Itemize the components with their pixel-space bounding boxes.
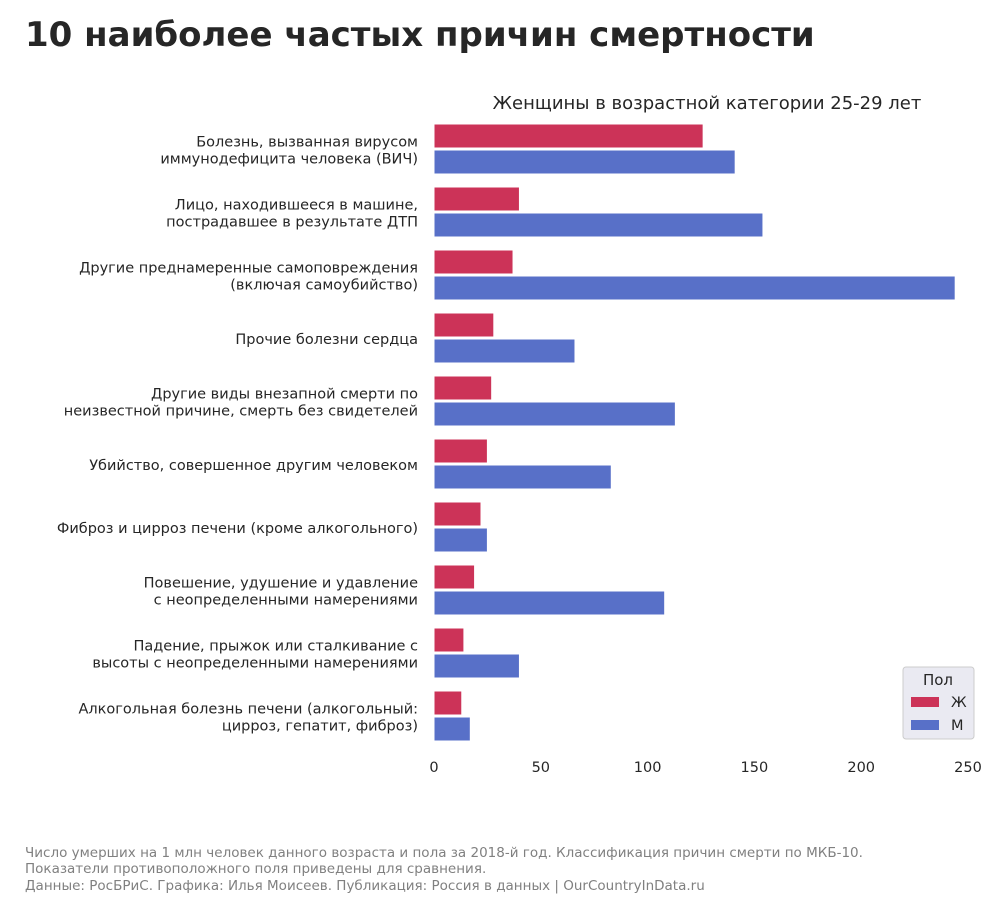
bar [433, 186, 520, 212]
y-tick-label: Болезнь, вызванная вирусом иммунодефицита… [160, 135, 418, 168]
x-tick-label: 100 [634, 760, 662, 776]
y-tick-label: Падение, прыжок или сталкивание с высоты … [92, 639, 418, 672]
bar [433, 653, 520, 679]
legend-label: М [951, 718, 964, 734]
bar [433, 375, 493, 401]
bar [433, 312, 495, 338]
legend-title: Пол [923, 671, 953, 689]
legend-swatch [911, 697, 939, 707]
bar [433, 590, 666, 616]
bar [433, 627, 465, 653]
bar [433, 564, 476, 590]
legend-label: Ж [951, 695, 967, 711]
bar [433, 716, 471, 742]
bar [433, 212, 764, 238]
x-tick-label: 200 [847, 760, 875, 776]
footer-line: Данные: РосБРиС. Графика: Илья Моисеев. … [25, 878, 705, 894]
bar [433, 501, 482, 527]
y-tick-label: Прочие болезни сердца [235, 332, 418, 348]
x-tick-label: 150 [741, 760, 769, 776]
x-tick-label: 0 [429, 760, 438, 776]
y-tick-label: Другие виды внезапной смерти по неизвестн… [64, 387, 418, 420]
bar [433, 438, 488, 464]
bar [433, 464, 612, 490]
bar [433, 149, 736, 175]
chart-title: Женщины в возрастной категории 25-29 лет [493, 93, 922, 114]
y-tick-label: Убийство, совершенное другим человеком [89, 458, 418, 474]
bar [433, 275, 956, 301]
bar [433, 249, 514, 275]
bar [433, 527, 488, 553]
bar [433, 690, 463, 716]
y-tick-label: Алкогольная болезнь печени (алкогольный:… [78, 702, 418, 735]
y-tick-label: Фиброз и цирроз печени (кроме алкогольно… [57, 521, 418, 537]
legend-swatch [911, 720, 939, 730]
y-tick-label: Повешение, удушение и удавление с неопред… [144, 576, 418, 609]
page-title: 10 наиболее частых причин смертности [25, 15, 815, 55]
bar [433, 401, 676, 427]
y-tick-label: Лицо, находившееся в машине, пострадавшее… [166, 198, 418, 231]
bar [433, 338, 576, 364]
footer-line: Показатели противоположного поля приведе… [25, 861, 486, 877]
footer-line: Число умерших на 1 млн человек данного в… [25, 845, 863, 861]
y-tick-label: Другие преднамеренные самоповреждения (вк… [79, 261, 418, 294]
bar [433, 123, 704, 149]
x-tick-label: 250 [954, 760, 982, 776]
x-tick-label: 50 [532, 760, 550, 776]
